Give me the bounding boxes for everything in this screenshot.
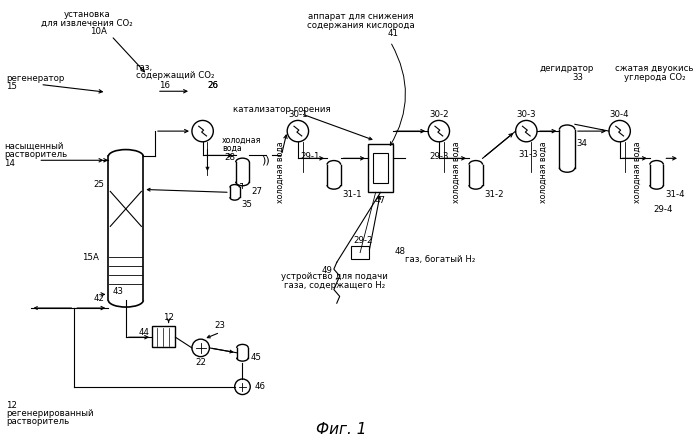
Text: растворитель: растворитель [6,417,69,426]
Text: 31-3: 31-3 [519,150,538,159]
Text: газа, содержащего H₂: газа, содержащего H₂ [284,281,385,290]
Text: холодная вода: холодная вода [540,141,548,203]
Text: 34: 34 [577,139,588,148]
Text: 48: 48 [394,247,405,256]
Text: 14: 14 [4,159,15,168]
Text: 44: 44 [138,328,149,337]
Text: холодная вода: холодная вода [452,141,461,203]
Text: для извлечения CO₂: для извлечения CO₂ [41,19,133,28]
Text: 22: 22 [195,358,206,367]
Text: 29-4: 29-4 [654,206,673,214]
Text: 15: 15 [6,82,17,91]
Text: 41: 41 [388,29,398,39]
Text: газ, богатый H₂: газ, богатый H₂ [405,255,475,264]
Text: аппарат для снижения: аппарат для снижения [308,12,414,21]
Text: холодная вода: холодная вода [276,141,285,203]
Text: 29-3: 29-3 [429,152,449,161]
Text: )): )) [261,155,271,165]
Text: растворитель: растворитель [4,150,68,159]
Text: установка: установка [64,10,110,19]
Text: 23: 23 [215,321,226,330]
Bar [352,246,369,260]
Text: 30-4: 30-4 [610,110,630,119]
Text: 31-4: 31-4 [665,190,685,199]
Text: 25: 25 [94,180,104,189]
Bar [368,144,393,192]
Text: 31-2: 31-2 [484,190,504,199]
Text: 15A: 15A [82,253,99,262]
Text: 30-3: 30-3 [517,110,536,119]
Text: 12: 12 [6,401,17,410]
Text: 26: 26 [208,81,219,90]
Text: газ,: газ, [136,63,152,72]
Text: Фиг. 1: Фиг. 1 [317,422,367,437]
Text: 30-1: 30-1 [288,110,308,119]
Text: насыщенный: насыщенный [4,142,64,151]
Text: 16: 16 [159,81,170,90]
Text: 29-1: 29-1 [301,152,320,161]
Text: 33: 33 [572,73,583,82]
Text: углерода CO₂: углерода CO₂ [624,73,686,82]
Text: холодная: холодная [222,136,261,145]
Text: устройство для подачи: устройство для подачи [282,272,388,281]
Text: содержания кислорода: содержания кислорода [307,21,415,30]
Text: холодная вода: холодная вода [633,141,642,203]
Text: регенератор: регенератор [6,74,64,83]
Text: 46: 46 [254,382,265,391]
Text: катализатор горения: катализатор горения [233,105,331,114]
Text: 43: 43 [113,287,123,296]
Text: содержащий CO₂: содержащий CO₂ [136,71,214,80]
Text: 49: 49 [322,266,333,275]
Text: 12: 12 [163,313,174,322]
Text: 28: 28 [224,153,235,162]
Text: 10A: 10A [90,27,107,36]
Bar [373,153,388,183]
Text: 29-2: 29-2 [353,237,373,245]
Text: 45: 45 [250,353,261,362]
Text: 27: 27 [251,187,262,196]
Text: 47: 47 [375,196,386,205]
Bar [152,326,175,347]
Text: дегидратор: дегидратор [540,64,594,74]
Text: регенерированный: регенерированный [6,408,94,417]
Text: 35: 35 [241,199,252,209]
Text: вода: вода [222,144,242,153]
Text: 42: 42 [93,294,104,303]
Text: 31-1: 31-1 [343,190,362,199]
Text: сжатая двуокись: сжатая двуокись [615,64,694,74]
Text: 30-2: 30-2 [429,110,449,119]
Text: 26: 26 [208,81,219,90]
